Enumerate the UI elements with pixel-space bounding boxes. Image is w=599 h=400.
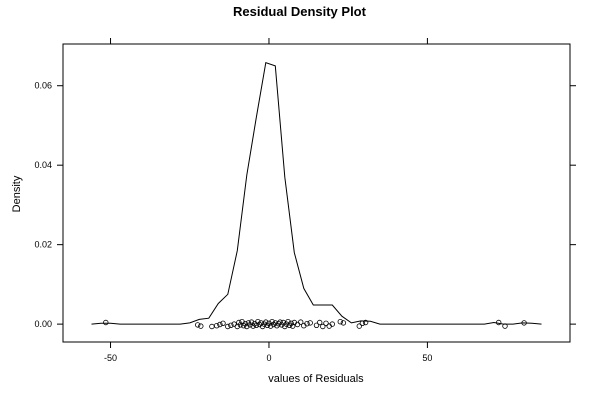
residual-point [496, 319, 502, 326]
y-tick-label: 0.04 [34, 160, 52, 170]
residual-point [255, 319, 261, 325]
residual-point [263, 319, 269, 325]
residual-point [198, 323, 204, 329]
residual-point [337, 319, 343, 325]
residual-point [362, 319, 369, 326]
density-line [91, 62, 542, 325]
residual-point [307, 320, 313, 326]
residual-point [329, 321, 335, 327]
residual-point [225, 323, 231, 330]
residual-point [269, 319, 275, 325]
residual-point [356, 323, 362, 329]
residual-points [103, 319, 527, 330]
residual-point [502, 323, 508, 329]
residual-point [359, 320, 366, 326]
density-series [91, 62, 542, 325]
residual-point [220, 320, 226, 326]
residual-point [217, 321, 223, 328]
x-tick-label: -50 [104, 353, 117, 363]
y-tick-label: 0.02 [34, 240, 52, 250]
axis-ticks: -50 0 50 0.00 0.02 0.04 0.06 [34, 38, 576, 363]
residual-point [242, 321, 248, 327]
residual-point [237, 322, 244, 328]
y-axis-label: Density [11, 175, 23, 212]
x-axis-label: values of Residuals [268, 373, 364, 385]
residual-point [103, 319, 109, 326]
residual-point [288, 320, 294, 326]
residual-point [313, 322, 320, 328]
x-tick-label: 0 [266, 353, 271, 363]
residual-point [213, 323, 220, 329]
residual-point [323, 320, 329, 326]
residual-point [298, 319, 304, 325]
residual-point [209, 323, 215, 330]
chart-title: Residual Density Plot [233, 4, 367, 19]
residual-point [228, 322, 234, 328]
y-tick-label: 0.06 [34, 81, 52, 91]
residual-point [521, 320, 527, 326]
residual-point [194, 322, 201, 328]
residual-point [304, 321, 310, 327]
x-tick-label: 50 [422, 353, 432, 363]
residual-point [340, 320, 347, 326]
residual-point [320, 323, 326, 330]
plot-frame [62, 43, 571, 343]
residual-point [277, 319, 283, 325]
residual-point [317, 319, 323, 326]
y-tick-label: 0.00 [34, 319, 52, 329]
